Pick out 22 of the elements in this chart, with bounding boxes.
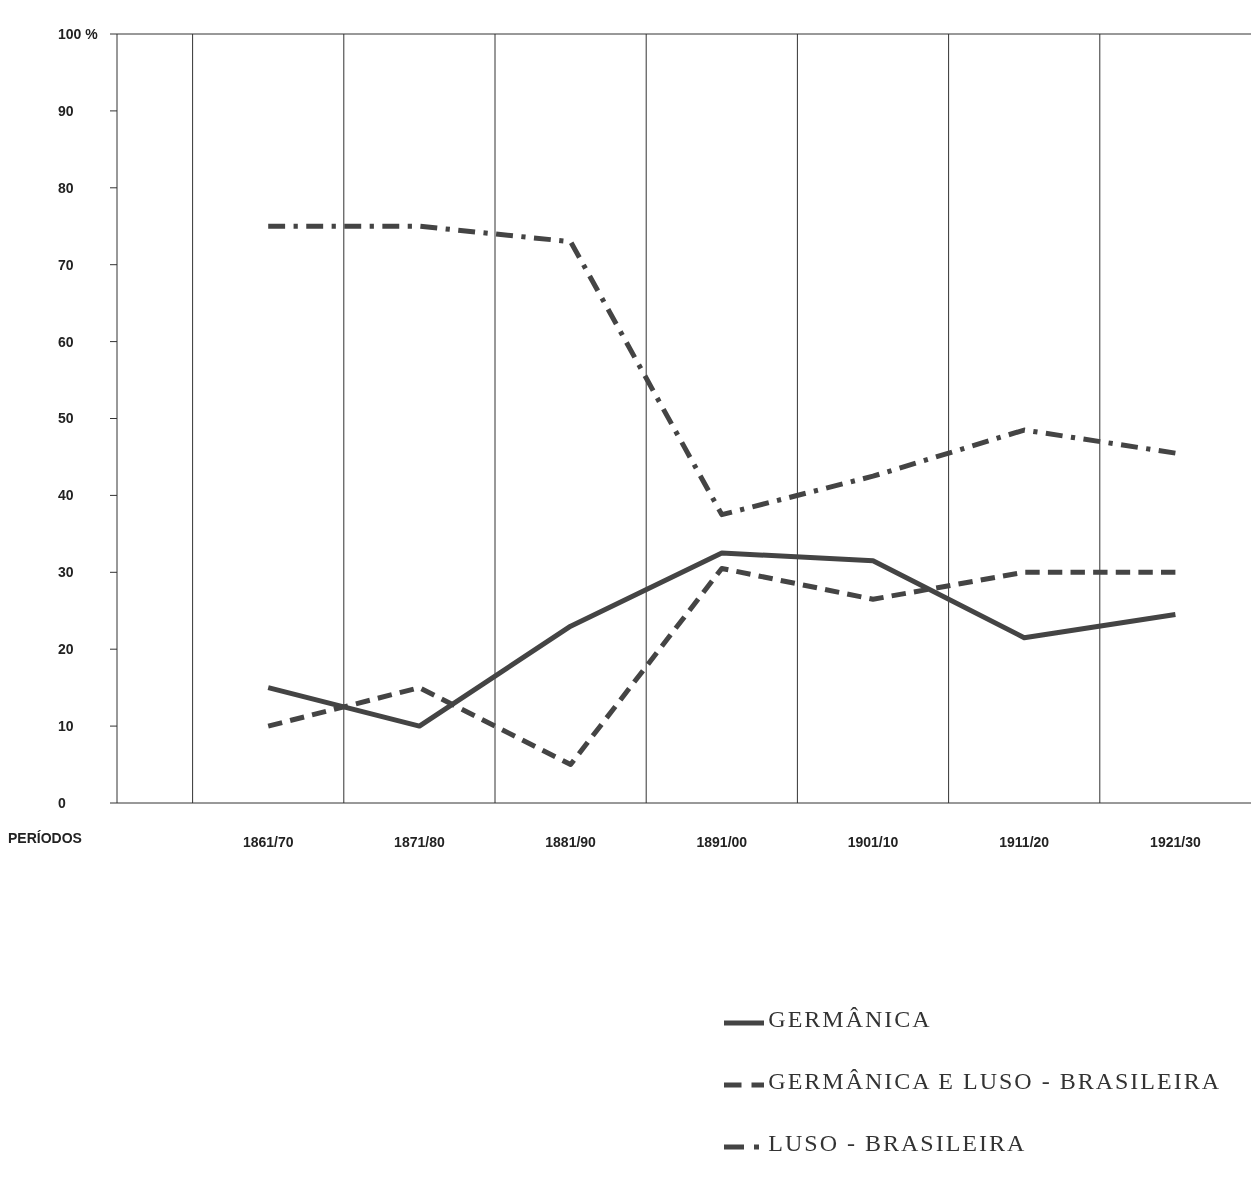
legend-label: LUSO - BRASILEIRA — [768, 1130, 1027, 1156]
x-tick-label: 1861/70 — [242, 833, 294, 850]
y-tick-label: 30 — [58, 564, 74, 581]
y-tick-label: 40 — [58, 487, 74, 504]
y-tick-label: 50 — [58, 410, 74, 427]
y-tick-label: 90 — [58, 102, 74, 119]
y-tick-label: 60 — [58, 333, 74, 350]
x-tick-label: 1891/00 — [696, 833, 748, 850]
x-tick-label: 1901/10 — [847, 833, 899, 850]
y-tick-label: 100 % — [58, 25, 99, 42]
y-tick-label: 20 — [58, 641, 74, 658]
x-tick-label: 1911/20 — [999, 833, 1050, 850]
x-tick-label: 1871/80 — [394, 833, 445, 850]
y-tick-label: 10 — [58, 718, 74, 735]
x-tick-label: 1881/90 — [545, 833, 597, 850]
y-tick-label: 70 — [58, 256, 74, 273]
y-tick-label: 80 — [58, 179, 74, 196]
x-tick-label: 1921/30 — [1150, 833, 1201, 850]
legend-label: GERMÂNICA E LUSO - BRASILEIRA — [768, 1068, 1221, 1094]
y-tick-label: 0 — [58, 794, 66, 811]
x-axis-title: PERÍODOS — [8, 830, 82, 846]
legend-label: GERMÂNICA — [768, 1006, 932, 1032]
